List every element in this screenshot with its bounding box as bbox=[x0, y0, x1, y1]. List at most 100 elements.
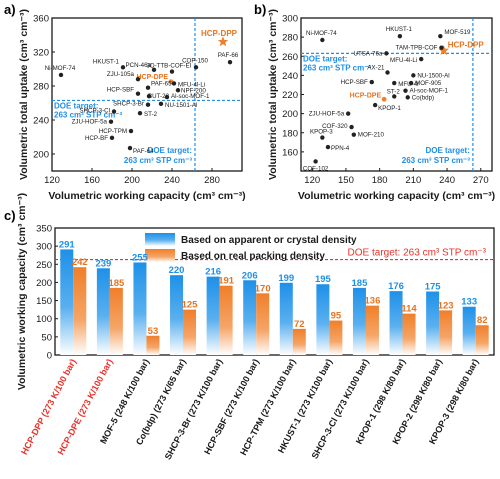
data-point bbox=[320, 37, 325, 43]
data-point bbox=[372, 102, 378, 108]
point-label: PPN-4 bbox=[331, 145, 350, 152]
legend-label-apparent: Based on apparent or crystal density bbox=[181, 235, 357, 246]
bar-value-real: 123 bbox=[438, 300, 454, 311]
point-label: HCP-SBF bbox=[341, 79, 368, 86]
y-tick-label: 250 bbox=[36, 260, 52, 271]
plot-frame bbox=[54, 227, 495, 356]
point-label: MOF-519 bbox=[444, 29, 471, 36]
y-tick-label: 180 bbox=[282, 128, 298, 139]
y-tick-label: 0 bbox=[47, 351, 52, 362]
x-tick-label: 210 bbox=[405, 175, 421, 186]
point-label: PAF-64 bbox=[133, 148, 154, 155]
data-point bbox=[320, 135, 325, 140]
point-label: BUT-22 bbox=[148, 93, 170, 100]
data-point bbox=[137, 111, 143, 116]
data-point bbox=[405, 95, 410, 100]
point-label: ZJU-HOF-5a bbox=[309, 111, 345, 118]
x-tick-label: 120 bbox=[44, 175, 60, 186]
y-tick-label: 160 bbox=[282, 147, 298, 158]
bar-apparent bbox=[389, 291, 403, 355]
bar-real bbox=[329, 320, 343, 355]
data-point bbox=[111, 109, 117, 114]
bar-real bbox=[183, 309, 197, 355]
point-label: HCP-DPP bbox=[201, 29, 238, 38]
y-tick-label: 280 bbox=[33, 82, 49, 93]
data-point bbox=[135, 77, 141, 82]
doe-value-2: 263 cm³ STP cm⁻³ bbox=[402, 156, 470, 165]
bar-real bbox=[256, 293, 270, 355]
bar-apparent bbox=[206, 276, 220, 355]
bar-real bbox=[109, 287, 123, 355]
bar-real bbox=[292, 328, 306, 355]
data-point bbox=[175, 88, 181, 93]
bar-real bbox=[402, 313, 416, 355]
bar-real bbox=[219, 285, 233, 355]
bar-value-real: 191 bbox=[218, 276, 235, 287]
x-tick-label: 280 bbox=[204, 175, 220, 186]
data-point bbox=[411, 73, 416, 78]
point-label: Ni-MOF-74 bbox=[306, 30, 337, 37]
panel-a-label: a) bbox=[4, 2, 16, 17]
point-label: HCP-DPE bbox=[350, 92, 382, 99]
point-label: HCP-DPE bbox=[136, 74, 168, 81]
data-point bbox=[392, 94, 397, 99]
bar-value-real: 170 bbox=[255, 283, 271, 294]
panel-c: c) 0 50 100 150 200 250 300 350 Volumetric worki… bbox=[4, 193, 495, 461]
bar-real bbox=[146, 335, 160, 355]
point-label: ST-2 bbox=[387, 88, 401, 95]
point-label: PAF-65 bbox=[151, 81, 172, 88]
bar-value-apparent: 195 bbox=[315, 274, 332, 285]
data-point bbox=[227, 60, 233, 65]
y-tick-label: 280 bbox=[282, 33, 298, 44]
y-tick-label: 300 bbox=[282, 14, 298, 25]
point-label: COP-150 bbox=[182, 57, 208, 64]
data-point bbox=[313, 159, 318, 164]
point-label: AX-21 bbox=[367, 65, 385, 72]
panel-b: b) 120 150 180 210 240 270 160 180 200 220 240 260 2… bbox=[254, 2, 495, 202]
point-label: ST-2 bbox=[144, 111, 158, 118]
y-tick-label: 240 bbox=[282, 71, 298, 82]
bar-real bbox=[475, 325, 489, 355]
y-tick-label: 300 bbox=[36, 242, 52, 253]
x-tick-label: 270 bbox=[473, 175, 489, 186]
bar-value-real: 95 bbox=[331, 311, 342, 322]
bar-value-real: 114 bbox=[401, 304, 417, 315]
data-point bbox=[146, 94, 152, 99]
bar-apparent bbox=[170, 275, 184, 355]
bar-apparent bbox=[279, 282, 293, 355]
point-label: Co(bdp) bbox=[412, 94, 434, 101]
point-label: SHCP-3-Br bbox=[113, 101, 144, 108]
x-tick-label: 180 bbox=[372, 175, 388, 186]
bar-apparent bbox=[243, 280, 257, 355]
bar-value-apparent: 185 bbox=[352, 278, 369, 289]
bar-apparent bbox=[426, 291, 440, 355]
x-axis-title: Volumetric working capacity (cm³ cm⁻³) bbox=[48, 190, 245, 202]
point-label: NU-1501-Al bbox=[165, 102, 197, 109]
point-label: MFU-4l-Li bbox=[178, 81, 205, 88]
point-label: ZJU-105a bbox=[107, 71, 135, 78]
bar-apparent bbox=[462, 306, 476, 355]
bar-value-apparent: 220 bbox=[169, 265, 185, 276]
x-tick-label: 160 bbox=[84, 175, 100, 186]
point-label: MFU-4l-Li bbox=[390, 57, 417, 64]
point-label: NPF-200 bbox=[181, 87, 206, 94]
data-point bbox=[135, 91, 141, 96]
bar-value-apparent: 206 bbox=[242, 270, 258, 281]
point-label: MOF-210 bbox=[358, 132, 385, 139]
bar-value-apparent: 216 bbox=[205, 267, 221, 278]
data-point bbox=[145, 102, 151, 107]
data-point bbox=[397, 33, 403, 39]
data-point bbox=[108, 119, 114, 124]
bar-real bbox=[439, 310, 453, 355]
point-label: Ni-MOF-74 bbox=[45, 65, 76, 72]
y-tick-label: 350 bbox=[36, 224, 52, 235]
data-point bbox=[392, 80, 397, 86]
doe-value-2: 263 cm³ STP cm⁻³ bbox=[124, 156, 192, 165]
data-point bbox=[345, 111, 351, 116]
doe-label-2: DOE target: bbox=[148, 146, 192, 155]
data-point bbox=[171, 81, 177, 86]
bar-value-real: 53 bbox=[148, 326, 159, 337]
point-label: KPOP-1 bbox=[378, 105, 401, 112]
doe-value: 263 cm³ STP cm⁻³ bbox=[54, 110, 122, 119]
